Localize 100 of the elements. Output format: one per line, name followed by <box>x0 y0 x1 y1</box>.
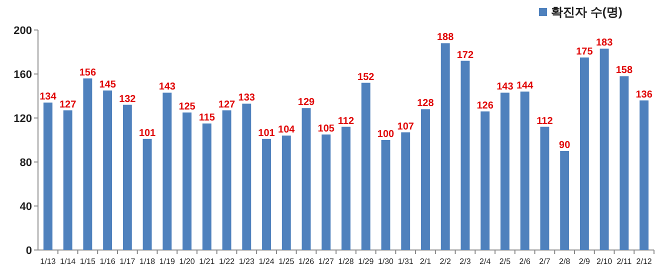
data-label: 175 <box>576 46 594 58</box>
bar <box>83 78 92 250</box>
data-label: 104 <box>278 124 296 136</box>
x-tick-label: 2/5 <box>499 257 512 266</box>
data-label: 101 <box>258 128 276 139</box>
y-tick-label: 0 <box>26 245 32 257</box>
x-tick-label: 1/16 <box>100 257 116 266</box>
x-tick-label: 1/15 <box>80 257 96 266</box>
x-tick-label: 2/2 <box>440 257 452 266</box>
bar <box>540 126 550 250</box>
bar <box>282 136 291 250</box>
bar <box>142 138 152 250</box>
bar <box>500 92 510 250</box>
bar <box>322 134 331 250</box>
x-tick-label: 2/3 <box>460 257 472 266</box>
bar <box>580 58 589 250</box>
bar <box>381 140 390 250</box>
bar <box>202 124 212 250</box>
x-tick-label: 2/10 <box>596 257 613 266</box>
bar <box>43 102 52 250</box>
data-label: 143 <box>496 82 514 93</box>
bar <box>162 92 172 250</box>
x-tick-label: 1/29 <box>358 257 374 266</box>
x-tick-label: 1/22 <box>218 257 236 266</box>
x-tick-label: 1/25 <box>278 257 295 266</box>
bar <box>421 109 430 250</box>
data-label: 107 <box>397 121 414 132</box>
data-label: 127 <box>218 99 236 110</box>
data-label: 152 <box>358 72 375 83</box>
y-tick-label: 120 <box>14 113 32 125</box>
x-tick-label: 1/30 <box>378 257 394 266</box>
data-label: 145 <box>99 80 116 90</box>
data-label: 134 <box>40 92 57 103</box>
data-label: 132 <box>119 94 136 105</box>
data-label: 125 <box>178 102 196 112</box>
data-label: 112 <box>338 116 354 127</box>
x-tick-label: 1/17 <box>120 257 136 266</box>
data-label: 158 <box>616 65 633 76</box>
x-tick-label: 1/27 <box>318 257 334 266</box>
data-label: 188 <box>437 32 454 44</box>
data-label: 127 <box>59 99 77 110</box>
legend-label: 확진자 수(명) <box>551 5 622 19</box>
data-label: 183 <box>596 38 614 49</box>
bar <box>63 110 72 250</box>
bar <box>640 100 649 250</box>
x-tick-label: 1/31 <box>398 257 414 266</box>
data-label: 112 <box>536 116 554 127</box>
bar <box>242 104 252 250</box>
bar <box>520 92 530 250</box>
data-label: 156 <box>79 67 96 78</box>
bar <box>302 108 311 250</box>
bar <box>262 138 271 250</box>
bar <box>361 82 370 250</box>
x-tick-label: 1/23 <box>238 257 255 266</box>
y-tick-label: 80 <box>20 157 32 169</box>
x-tick-label: 2/4 <box>480 257 492 266</box>
x-tick-label: 1/24 <box>258 257 275 266</box>
x-tick-label: 2/1 <box>420 257 432 266</box>
bar <box>342 126 350 250</box>
bar <box>620 76 629 250</box>
x-tick-label: 1/26 <box>298 257 315 266</box>
x-tick-label: 1/21 <box>199 257 216 266</box>
bar <box>560 151 570 250</box>
x-tick-label: 1/13 <box>40 257 56 266</box>
bar <box>460 60 470 250</box>
x-tick-label: 1/19 <box>159 257 176 266</box>
data-label: 143 <box>158 82 176 93</box>
x-tick-label: 1/18 <box>140 257 156 266</box>
x-tick-label: 2/8 <box>559 257 571 266</box>
data-label: 100 <box>377 129 395 140</box>
x-tick-label: 2/11 <box>616 257 632 266</box>
data-label: 105 <box>318 124 335 134</box>
bar <box>222 110 232 250</box>
data-label: 136 <box>636 89 653 100</box>
x-tick-label: 2/9 <box>578 257 591 266</box>
x-tick-label: 2/7 <box>539 257 551 266</box>
data-label: 128 <box>417 98 434 110</box>
x-tick-label: 1/14 <box>60 257 76 266</box>
x-tick-label: 1/28 <box>338 257 354 266</box>
data-label: 144 <box>516 80 534 92</box>
bar <box>480 111 490 250</box>
bar <box>103 90 112 250</box>
y-tick-label: 200 <box>14 25 32 37</box>
bar <box>600 48 609 250</box>
bar <box>440 43 450 250</box>
data-label: 172 <box>456 50 474 61</box>
data-label: 90 <box>559 140 571 151</box>
x-tick-label: 2/12 <box>636 257 652 266</box>
y-tick-label: 40 <box>20 201 32 213</box>
data-label: 129 <box>298 97 316 108</box>
data-label: 101 <box>138 128 156 139</box>
bar <box>182 112 192 250</box>
bar <box>122 104 132 250</box>
x-tick-label: 1/20 <box>179 257 196 266</box>
x-tick-label: 2/6 <box>519 257 531 266</box>
data-label: 133 <box>238 92 256 104</box>
y-tick-label: 160 <box>14 69 32 81</box>
data-label: 115 <box>198 112 216 124</box>
data-label: 126 <box>476 100 494 112</box>
bar <box>401 132 410 250</box>
